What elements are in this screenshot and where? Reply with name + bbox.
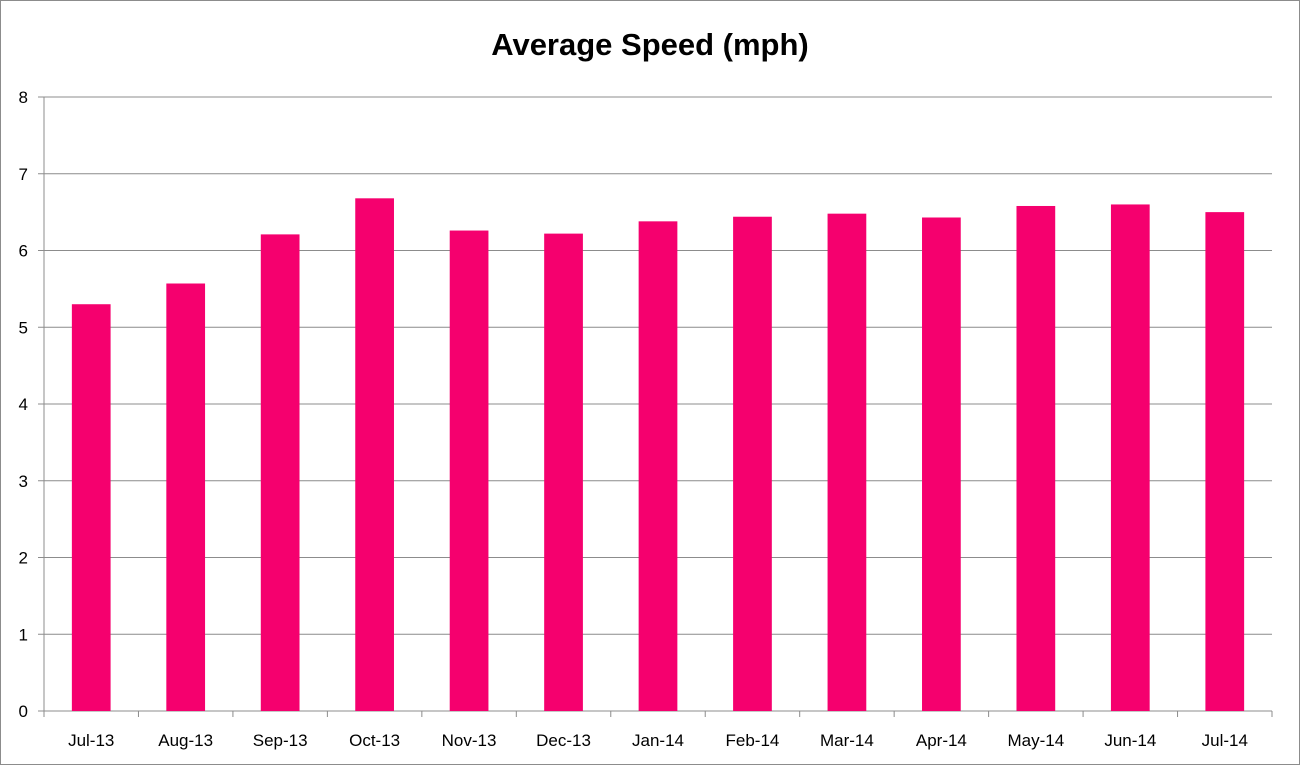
y-tick-label: 0	[19, 702, 28, 721]
y-tick-label: 4	[19, 395, 28, 414]
x-tick-label: Aug-13	[158, 731, 213, 750]
y-tick-label: 6	[19, 242, 28, 261]
bar	[544, 233, 583, 712]
y-tick-label: 5	[19, 318, 28, 337]
x-tick-label: Apr-14	[916, 731, 967, 750]
bar	[355, 198, 394, 711]
x-tick-label: Nov-13	[442, 731, 497, 750]
bar	[638, 221, 678, 711]
x-tick-label: Jun-14	[1104, 731, 1156, 750]
x-tick-label: Jul-14	[1202, 731, 1248, 750]
bar	[1110, 204, 1150, 711]
bar	[827, 213, 867, 711]
x-tick-label: Feb-14	[726, 731, 780, 750]
bar	[733, 216, 772, 712]
bar	[1016, 205, 1056, 712]
x-tick-label: Dec-13	[536, 731, 591, 750]
bar	[922, 217, 961, 711]
y-tick-label: 8	[19, 88, 28, 107]
x-tick-label: Mar-14	[820, 731, 874, 750]
bar	[166, 283, 206, 711]
bar	[71, 304, 111, 711]
x-tick-label: Jan-14	[632, 731, 684, 750]
chart-title: Average Speed (mph)	[491, 27, 809, 62]
bar	[260, 234, 300, 711]
y-tick-label: 7	[19, 165, 28, 184]
bar	[449, 230, 489, 712]
y-tick-label: 3	[19, 472, 28, 491]
x-tick-label: Jul-13	[68, 731, 114, 750]
y-tick-label: 1	[19, 625, 28, 644]
x-tick-label: May-14	[1008, 731, 1065, 750]
x-tick-label: Oct-13	[349, 731, 400, 750]
bar	[1205, 212, 1245, 711]
y-tick-label: 2	[19, 549, 28, 568]
x-tick-label: Sep-13	[253, 731, 308, 750]
